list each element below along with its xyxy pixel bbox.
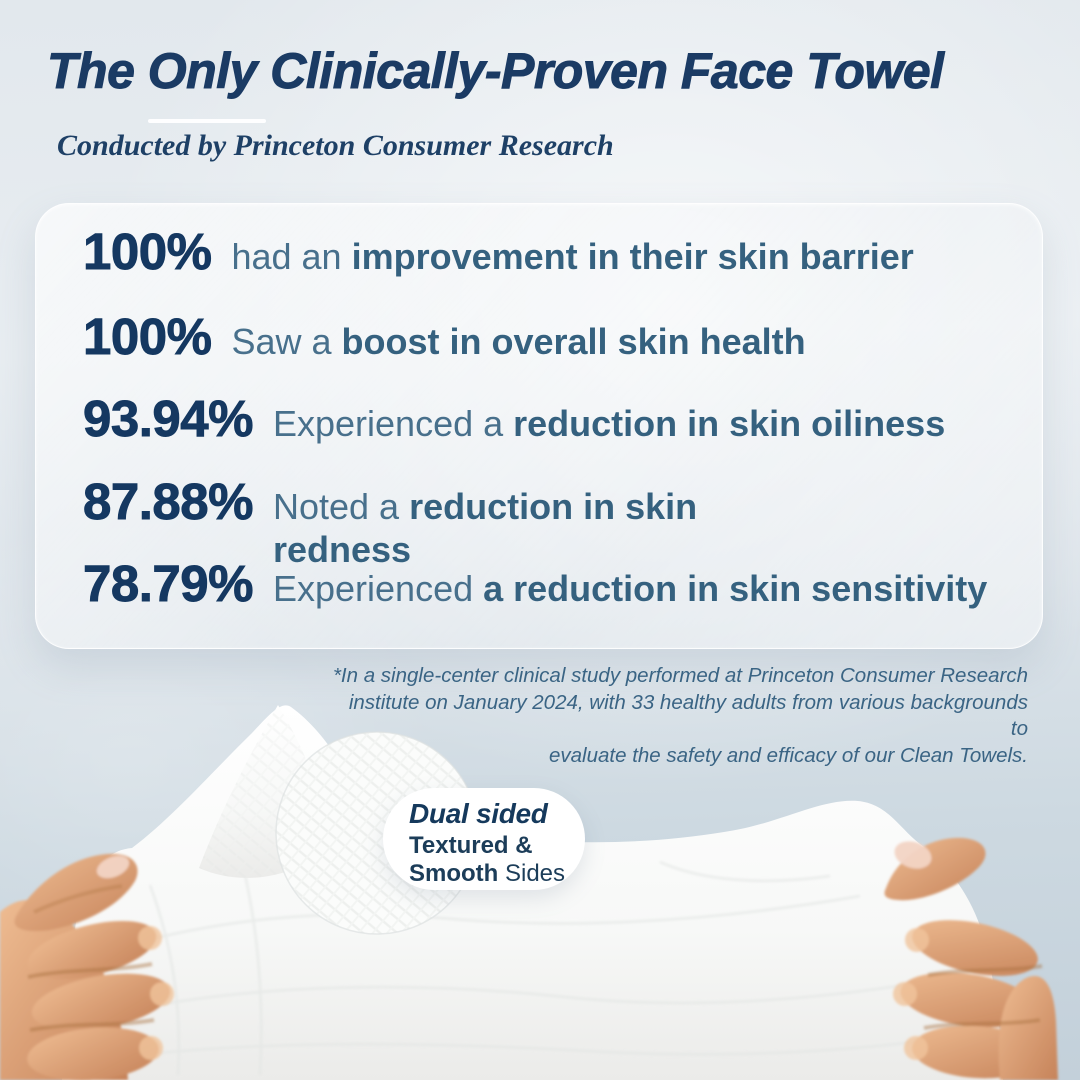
right-hand: [884, 837, 1058, 1080]
badge-line: Textured &: [409, 831, 533, 859]
stat-description: Noted a reduction in skin redness: [272, 486, 698, 571]
study-footnote: *In a single-center clinical study perfo…: [328, 663, 1028, 770]
product-photo: [0, 705, 1058, 1080]
dual-sided-badge: Dual sided Textured & Smooth Sides: [383, 788, 585, 890]
stat-description: Saw a boost in overall skin health: [231, 321, 806, 362]
stat-description: Experienced a reduction in skin sensitiv…: [272, 568, 988, 609]
title-underline: [148, 119, 266, 123]
stat-row: 93.94% Experienced a reduction in skin o…: [83, 390, 946, 447]
stat-description: Experienced a reduction in skin oiliness: [272, 403, 946, 444]
footnote-line: *In a single-center clinical study perfo…: [332, 664, 1028, 687]
stat-description: had an improvement in their skin barrier: [231, 236, 914, 277]
stat-value: 100%: [83, 223, 213, 280]
thumb-nail: [96, 855, 130, 879]
badge-title: Dual sided: [409, 798, 548, 829]
stats-card: 100% had an improvement in their skin ba…: [35, 203, 1043, 649]
footnote-line: evaluate the safety and efficacy of our …: [549, 743, 1028, 767]
badge-line: Smooth Sides: [409, 859, 566, 887]
page-subtitle: Conducted by Princeton Consumer Research: [57, 129, 614, 162]
stat-row: 87.88% Noted a reduction in skin redness: [83, 476, 743, 571]
stat-value: 87.88%: [83, 473, 254, 530]
thumb-nail: [894, 841, 932, 869]
page-title: The Only Clinically-Proven Face Towel: [47, 43, 945, 99]
stat-value: 100%: [83, 308, 213, 365]
left-hand: [0, 853, 174, 1080]
footnote-line: institute on January 2024, with 33 healt…: [348, 690, 1028, 741]
stat-row: 100% had an improvement in their skin ba…: [83, 226, 914, 278]
stat-row: 78.79% Experienced a reduction in skin s…: [83, 555, 988, 612]
stat-row: 100% Saw a boost in overall skin health: [83, 311, 806, 363]
stat-value: 93.94%: [83, 390, 254, 447]
stat-value: 78.79%: [83, 555, 254, 612]
